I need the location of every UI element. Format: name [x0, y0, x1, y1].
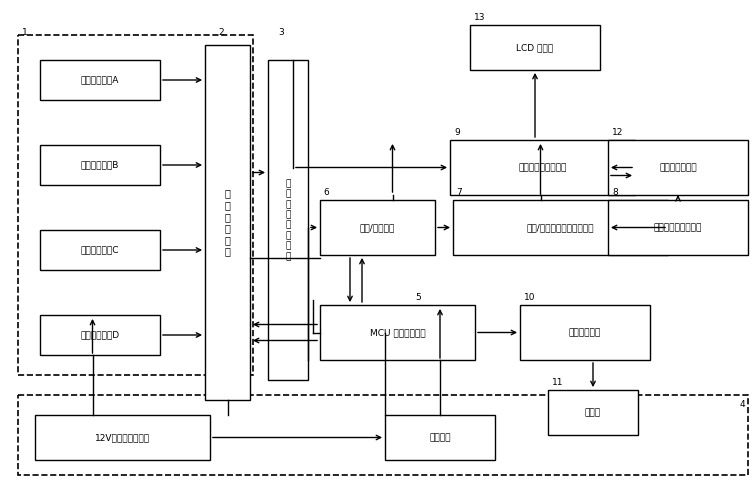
Bar [268, 60, 308, 380]
Text: 可充电电池供电电路: 可充电电池供电电路 [653, 223, 702, 232]
Text: MCU 中央微处理器: MCU 中央微处理器 [370, 328, 426, 337]
Text: LCD 显示屏: LCD 显示屏 [517, 43, 553, 52]
Text: 12V连接倒车灯电源: 12V连接倒车灯电源 [95, 433, 150, 442]
Text: 超声波响应器C: 超声波响应器C [80, 246, 120, 254]
Text: 9: 9 [454, 128, 459, 137]
Text: 10: 10 [524, 293, 535, 302]
Text: 接
收
信
号
处
理
部
分: 接 收 信 号 处 理 部 分 [285, 179, 291, 261]
Bar [205, 45, 250, 400]
Text: 8: 8 [612, 188, 617, 197]
Text: 发射/接收模块: 发射/接收模块 [360, 223, 395, 232]
Bar [40, 145, 160, 185]
Text: 报警警示电路: 报警警示电路 [569, 328, 601, 337]
Text: 5: 5 [415, 293, 421, 302]
Bar [548, 390, 638, 435]
Text: 超声波响应器B: 超声波响应器B [80, 160, 119, 170]
Text: 7: 7 [456, 188, 462, 197]
Bar [320, 200, 435, 255]
Bar [453, 200, 668, 255]
Text: 超声波响应器D: 超声波响应器D [80, 330, 120, 340]
Text: 4: 4 [740, 400, 746, 409]
Bar [40, 60, 160, 100]
Text: 蜂鸣器: 蜂鸣器 [585, 408, 601, 417]
Text: 背光片推动电路: 背光片推动电路 [660, 163, 697, 172]
Bar [385, 415, 495, 460]
Bar [608, 140, 748, 195]
Text: 6: 6 [323, 188, 329, 197]
Bar [18, 395, 748, 475]
Bar [520, 305, 650, 360]
Text: 3: 3 [278, 28, 284, 37]
Bar [40, 315, 160, 355]
Text: 显示器驱动控制电路: 显示器驱动控制电路 [518, 163, 567, 172]
Text: 11: 11 [552, 378, 563, 387]
Text: 1: 1 [22, 28, 28, 37]
Bar [18, 35, 253, 375]
Bar [470, 25, 600, 70]
Bar [608, 200, 748, 255]
Text: 13: 13 [474, 13, 486, 22]
Text: 2: 2 [218, 28, 223, 37]
Text: 超声波响应器A: 超声波响应器A [80, 76, 119, 84]
Text: 发射/接收模块供电控制电路: 发射/接收模块供电控制电路 [526, 223, 594, 232]
Bar [320, 305, 475, 360]
Text: 12: 12 [612, 128, 623, 137]
Text: 稳压电路: 稳压电路 [429, 433, 450, 442]
Bar [35, 415, 210, 460]
Bar [450, 140, 635, 195]
Bar [40, 230, 160, 270]
Text: 电
子
开
关
电
路: 电 子 开 关 电 路 [225, 188, 230, 256]
